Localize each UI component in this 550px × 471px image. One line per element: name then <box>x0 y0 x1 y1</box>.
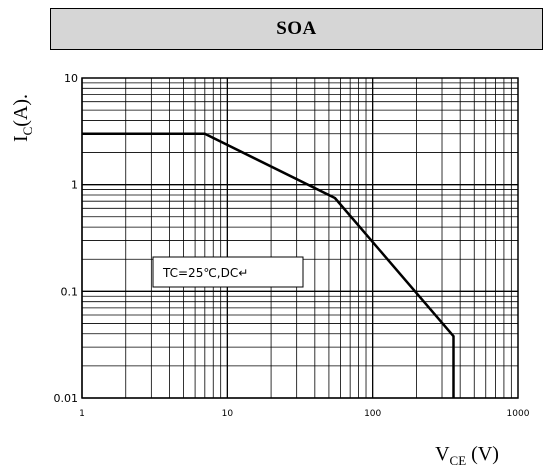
x-tick-label: 1 <box>79 409 85 419</box>
x-axis-label-sub: CE <box>450 453 467 468</box>
y-axis-label: IC(A). <box>10 94 35 142</box>
x-tick-label: 1000 <box>507 409 530 419</box>
y-tick-label: 10 <box>64 72 78 85</box>
x-axis-label: VCE (V) <box>435 443 499 468</box>
x-tick-label: 10 <box>222 409 234 419</box>
annotation-group: TC=25℃,DC↵ <box>152 256 304 288</box>
x-axis-label-main: V <box>435 443 450 465</box>
plot-frame <box>81 77 519 399</box>
annotation-box <box>152 256 304 288</box>
plot-grid <box>81 77 519 399</box>
y-axis-label-sub: C <box>20 127 35 136</box>
series-group <box>82 132 455 398</box>
annotation-text: TC=25℃,DC↵ <box>162 266 248 280</box>
y-axis-label-main: I <box>10 135 32 142</box>
x-tick-label: 100 <box>364 409 381 419</box>
y-tick-label: 0.1 <box>61 285 79 298</box>
y-tick-label: 1 <box>71 179 78 192</box>
y-axis-label-unit: (A). <box>10 94 32 127</box>
soa-boundary-line <box>82 132 455 398</box>
y-tick-label: 0.01 <box>54 392 79 405</box>
chart-title: SOA <box>276 18 317 39</box>
tick-labels: 1 10 100 1000 0.01 0.1 1 10 <box>54 72 530 419</box>
x-axis-label-unit: (V) <box>466 443 499 465</box>
chart-title-banner: SOA <box>50 8 543 50</box>
